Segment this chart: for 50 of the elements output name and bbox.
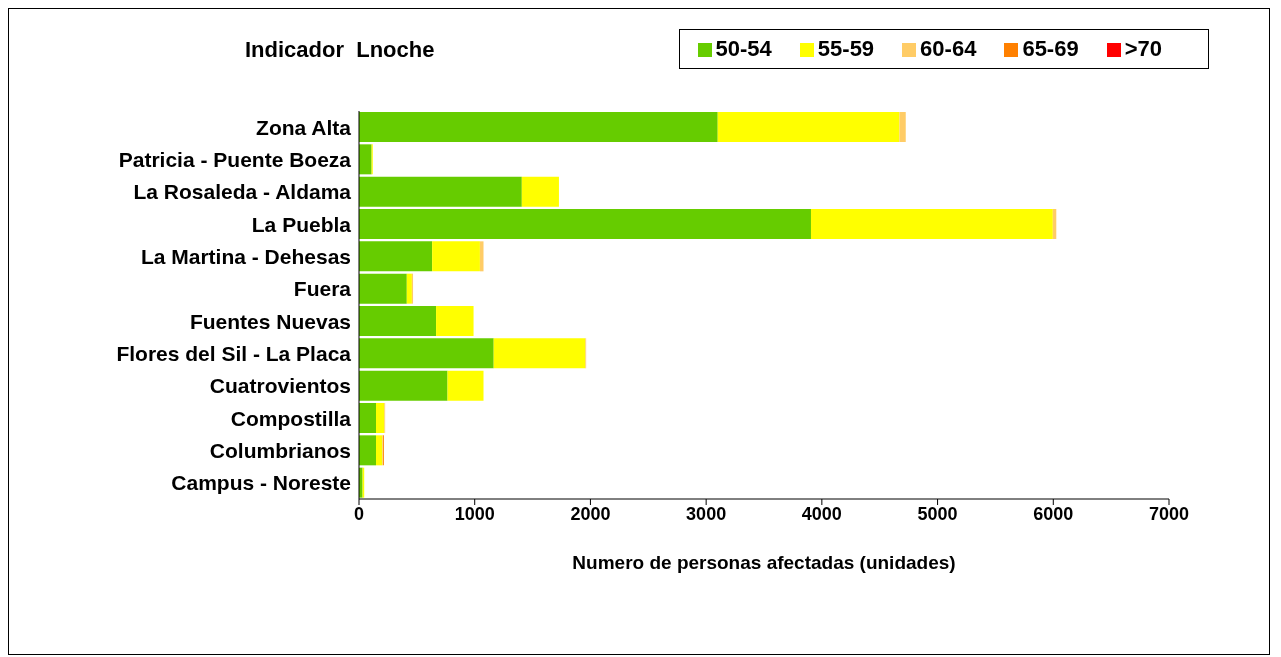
bar [359, 306, 437, 336]
bar [359, 370, 448, 401]
x-tick-label: 3000 [686, 503, 727, 524]
x-tick-label: 6000 [1033, 503, 1074, 524]
bar [359, 403, 377, 433]
bar [359, 435, 377, 466]
bar [521, 176, 559, 207]
y-tick-label: La Rosaleda - Aldama [133, 180, 352, 204]
bar [359, 273, 407, 304]
bar [359, 144, 372, 175]
y-tick-label: Compostilla [230, 406, 352, 430]
bar [899, 112, 906, 142]
x-axis-title: Numero de personas afectadas (unidades) [572, 552, 956, 573]
bar [359, 338, 494, 369]
x-tick-label: 2000 [570, 503, 611, 524]
x-tick-label: 4000 [801, 503, 842, 524]
bar [436, 306, 474, 336]
y-tick-label: La Puebla [251, 212, 352, 236]
bar [359, 241, 433, 272]
chart-title: Indicador Lnoche [245, 37, 435, 63]
y-tick-label: Campus - Noreste [171, 471, 351, 495]
bar [359, 176, 522, 207]
bar [359, 209, 811, 239]
y-tick-label: Cuatrovientos [209, 374, 351, 398]
bar [810, 209, 1053, 239]
x-tick-label: 0 [353, 503, 365, 524]
y-tick-label: Columbrianos [209, 438, 351, 462]
x-tick-label: 5000 [917, 503, 958, 524]
legend-label: 55-59 [817, 36, 875, 61]
y-tick-label: Fuentes Nuevas [189, 309, 351, 333]
bar [376, 435, 383, 466]
y-tick-label: Fuera [293, 277, 352, 301]
y-tick-label: Zona Alta [256, 115, 352, 139]
legend-label: 50-54 [715, 36, 772, 61]
y-tick-label: Flores del Sil - La Placa [116, 341, 352, 365]
bar [376, 403, 385, 433]
y-tick-label: Patricia - Puente Boeza [118, 147, 352, 171]
legend-label: 65-69 [1022, 36, 1079, 61]
bar [447, 370, 484, 401]
x-tick-label: 7000 [1148, 503, 1190, 524]
legend-label: 60-64 [920, 36, 977, 61]
bar [479, 241, 484, 272]
bar [359, 112, 718, 142]
x-tick-label: 1000 [454, 503, 495, 524]
y-tick-label: La Martina - Dehesas [140, 244, 351, 268]
bar [717, 112, 900, 142]
legend-label: >70 [1124, 36, 1162, 61]
bar [493, 338, 586, 369]
bar [432, 241, 480, 272]
bar [406, 273, 412, 304]
